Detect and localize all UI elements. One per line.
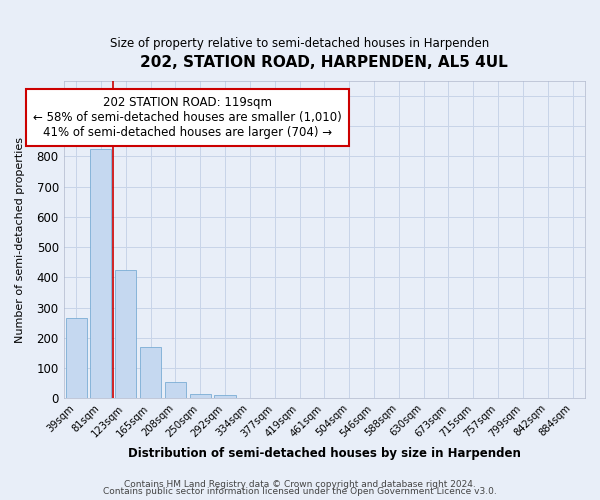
Bar	[115, 270, 136, 398]
Title: 202, STATION ROAD, HARPENDEN, AL5 4UL: 202, STATION ROAD, HARPENDEN, AL5 4UL	[140, 55, 508, 70]
Bar	[140, 348, 161, 398]
Text: Contains public sector information licensed under the Open Government Licence v3: Contains public sector information licen…	[103, 487, 497, 496]
Bar	[190, 394, 211, 398]
Text: Size of property relative to semi-detached houses in Harpenden: Size of property relative to semi-detach…	[110, 38, 490, 51]
Bar	[165, 382, 186, 398]
Text: 202 STATION ROAD: 119sqm
← 58% of semi-detached houses are smaller (1,010)
41% o: 202 STATION ROAD: 119sqm ← 58% of semi-d…	[34, 96, 342, 139]
Text: Contains HM Land Registry data © Crown copyright and database right 2024.: Contains HM Land Registry data © Crown c…	[124, 480, 476, 489]
Bar	[65, 318, 86, 398]
Bar	[214, 395, 236, 398]
Y-axis label: Number of semi-detached properties: Number of semi-detached properties	[15, 136, 25, 342]
Bar	[91, 149, 112, 398]
X-axis label: Distribution of semi-detached houses by size in Harpenden: Distribution of semi-detached houses by …	[128, 447, 521, 460]
